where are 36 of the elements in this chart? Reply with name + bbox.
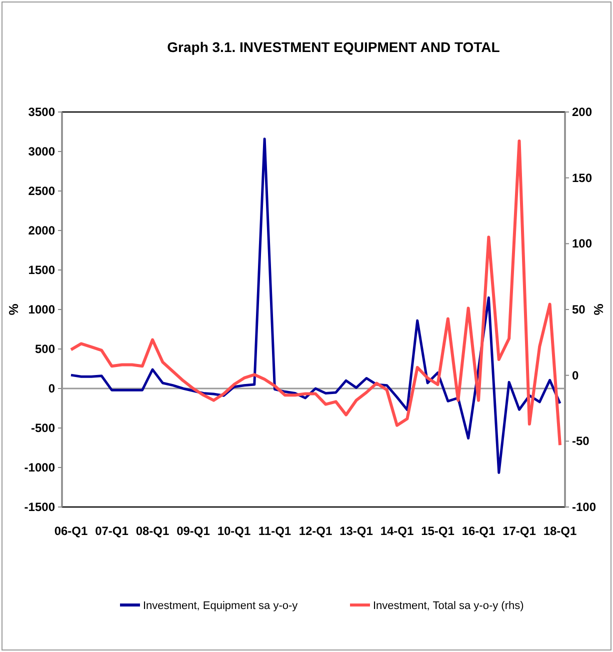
y-tick-label: 3000 — [28, 144, 56, 158]
y2-tick-label: 50 — [572, 302, 586, 316]
y2-tick-label: 100 — [572, 236, 592, 251]
y-tick-label: 1500 — [28, 263, 56, 277]
y2-tick-label: -50 — [572, 434, 590, 448]
x-tick-label: 08-Q1 — [136, 524, 170, 538]
x-tick-label: 11-Q1 — [258, 524, 292, 538]
x-tick-label: 18-Q1 — [543, 524, 577, 538]
x-tick-label: 12-Q1 — [298, 524, 332, 538]
x-tick-label: 06-Q1 — [54, 524, 88, 538]
x-tick-label: 09-Q1 — [176, 524, 210, 538]
y-tick-label: 3500 — [28, 105, 56, 119]
x-tick-label: 07-Q1 — [95, 524, 129, 538]
y-tick-label: 1000 — [28, 302, 56, 316]
y2-axis-title: % — [591, 303, 606, 316]
legend-label: Investment, Equipment sa y-o-y — [143, 600, 298, 612]
y-tick-label: -1000 — [24, 460, 56, 474]
y-tick-label: 500 — [34, 342, 56, 356]
x-tick-label: 17-Q1 — [502, 524, 536, 538]
y-axis-title: % — [6, 303, 21, 316]
x-tick-label: 14-Q1 — [380, 524, 414, 538]
chart-title: Graph 3.1. INVESTMENT EQUIPMENT AND TOTAL — [167, 39, 500, 55]
x-tick-label: 10-Q1 — [217, 524, 251, 538]
y2-tick-label: -100 — [572, 500, 596, 514]
y2-tick-label: 150 — [572, 170, 592, 185]
y-tick-label: -500 — [30, 421, 56, 435]
y-tick-label: 2500 — [28, 184, 56, 198]
legend-label: Investment, Total sa y-o-y (rhs) — [373, 600, 524, 612]
x-tick-label: 16-Q1 — [462, 524, 496, 538]
y-tick-label: 0 — [48, 382, 56, 396]
x-tick-label: 15-Q1 — [421, 524, 455, 538]
y-tick-label: 2000 — [28, 224, 56, 238]
x-tick-label: 13-Q1 — [340, 524, 374, 538]
y2-tick-label: 200 — [572, 105, 592, 119]
y-tick-label: -1500 — [24, 500, 56, 514]
y2-tick-label: 0 — [572, 368, 579, 382]
